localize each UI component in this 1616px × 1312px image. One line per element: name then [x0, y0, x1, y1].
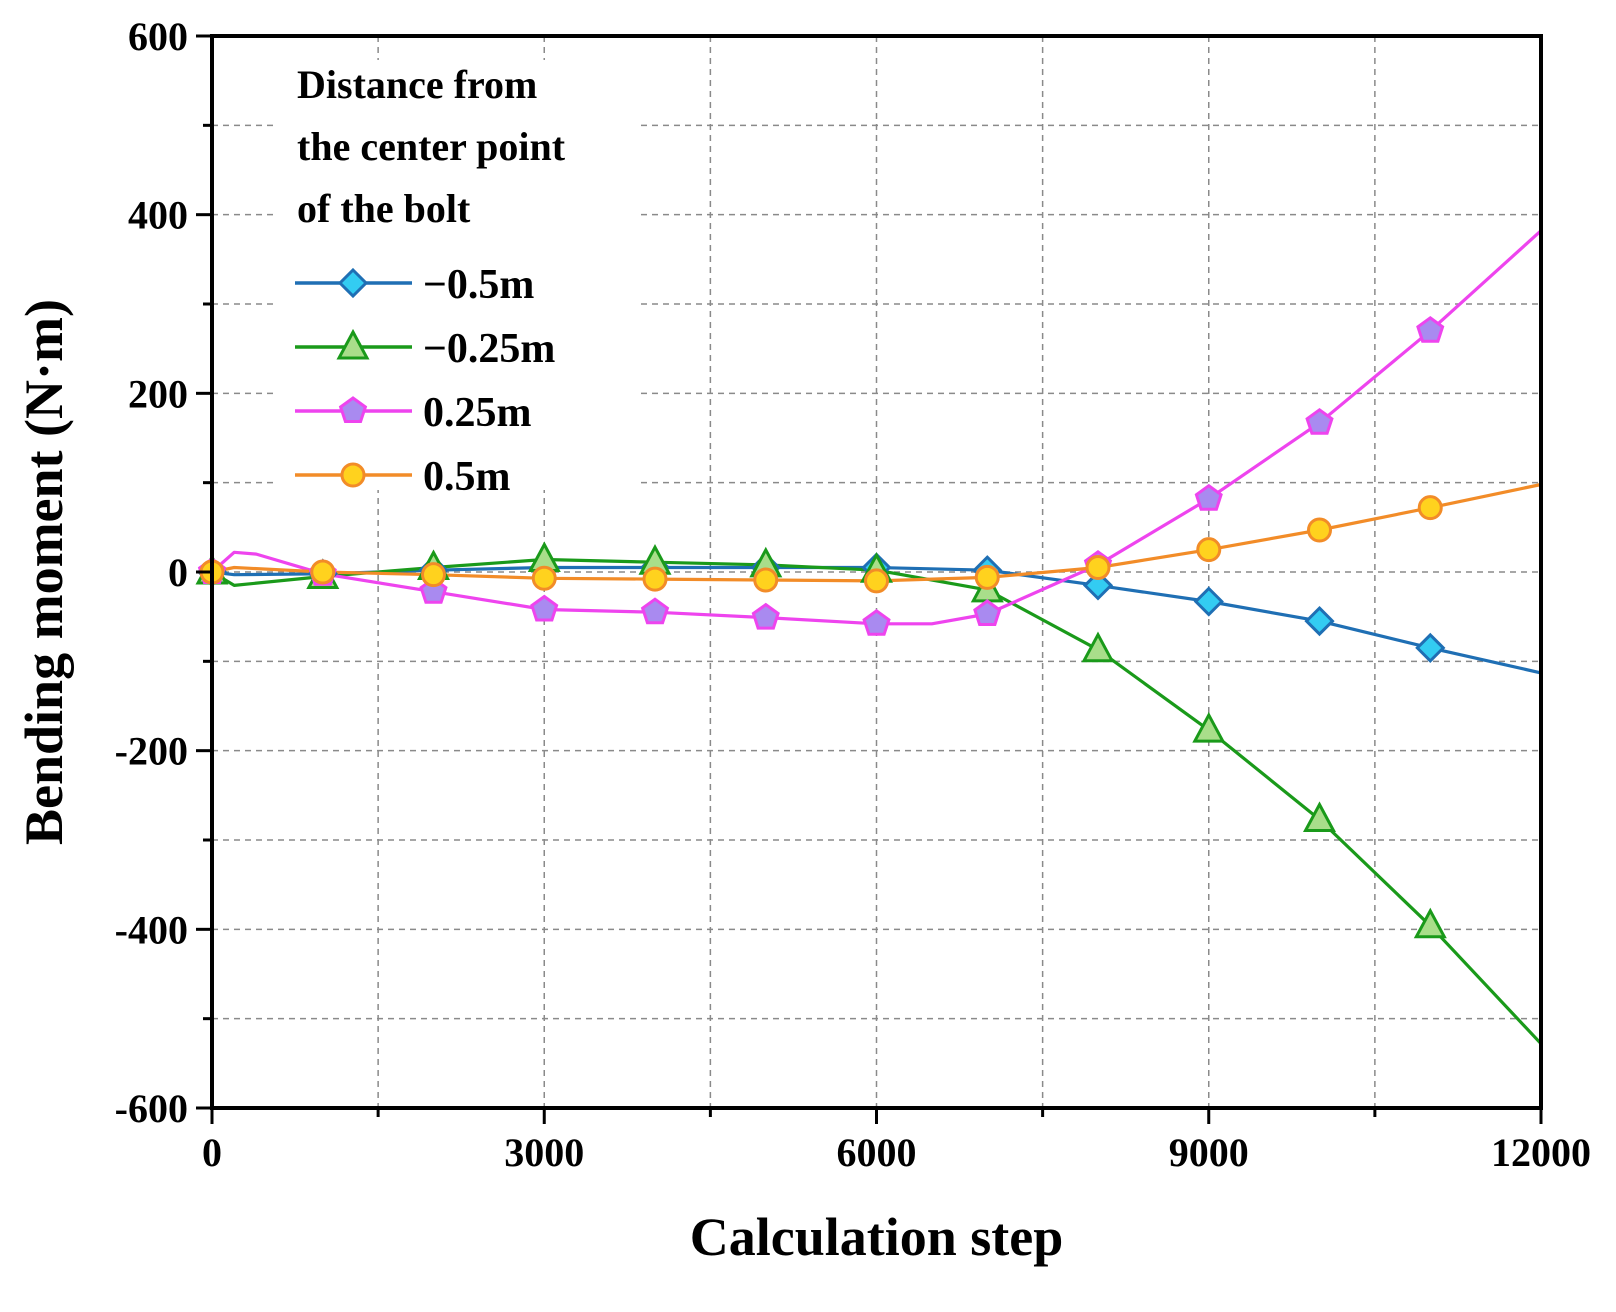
y-tick-label: -600 — [115, 1086, 188, 1131]
y-tick-label: 600 — [128, 14, 188, 59]
legend-entry-label: −0.5m — [423, 262, 534, 308]
x-tick-label: 12000 — [1491, 1130, 1591, 1175]
data-point-1 — [1302, 801, 1337, 832]
data-point-0 — [1304, 605, 1335, 637]
legend-entry-label: 0.5m — [423, 454, 511, 500]
series-line-2 — [210, 229, 1543, 626]
data-point-2 — [1305, 407, 1334, 435]
plot-lines — [210, 229, 1543, 1045]
data-point-2 — [862, 608, 891, 636]
legend-title-line: of the bolt — [297, 186, 471, 231]
plot-markers — [195, 315, 1447, 939]
legend-entry-label: 0.25m — [423, 390, 532, 436]
y-tick-label: 0 — [168, 550, 188, 595]
data-point-2 — [751, 602, 780, 630]
legend-background — [278, 60, 638, 490]
legend-swatch-marker — [336, 328, 370, 360]
data-point-2 — [640, 597, 670, 625]
y-tick-label: -200 — [115, 729, 188, 774]
legend-swatch-marker — [340, 462, 366, 488]
data-point-2 — [530, 594, 559, 622]
data-point-0 — [1082, 570, 1114, 601]
data-point-0 — [1193, 586, 1224, 617]
data-point-3 — [974, 564, 1000, 590]
tick-labels: 0 3000 6000 9000 12000 600 400 200 0 -200 -400 -600 — [115, 14, 1591, 1175]
legend-swatch-marker — [338, 396, 368, 423]
data-point-3 — [642, 566, 668, 592]
data-point-3 — [753, 567, 779, 593]
data-point-3 — [1417, 495, 1443, 521]
legend-entry-label: −0.25m — [423, 326, 555, 372]
legend-swatch-marker — [337, 267, 369, 299]
data-point-3 — [310, 559, 336, 585]
data-point-3 — [864, 568, 889, 594]
x-axis-label: Calculation step — [690, 1207, 1064, 1267]
legend-title-line: the center point — [297, 124, 566, 169]
data-point-1 — [1192, 711, 1226, 743]
y-tick-label: 200 — [128, 371, 188, 416]
data-point-0 — [1415, 632, 1446, 664]
data-point-3 — [421, 562, 446, 588]
y-tick-label: -400 — [115, 907, 188, 952]
x-tick-label: 9000 — [1169, 1130, 1249, 1175]
x-tick-label: 0 — [202, 1130, 222, 1175]
data-point-3 — [1307, 517, 1332, 543]
data-point-1 — [1081, 631, 1115, 663]
data-point-3 — [531, 565, 557, 591]
y-tick-label: 400 — [128, 193, 188, 238]
data-point-2 — [1194, 483, 1223, 511]
data-point-2 — [1416, 315, 1445, 343]
data-point-2 — [973, 599, 1002, 626]
data-point-3 — [1196, 537, 1222, 563]
series-line-3 — [211, 482, 1542, 583]
x-tick-label: 6000 — [837, 1130, 917, 1175]
series-line-1 — [211, 557, 1543, 1045]
legend: Distance from the center point of the bo… — [278, 60, 638, 500]
x-tick-label: 3000 — [504, 1130, 584, 1175]
data-point-3 — [1085, 555, 1111, 581]
legend-title-line: Distance from — [297, 62, 537, 107]
legend-entries: −0.5m −0.25m 0.25m 0.5m — [295, 262, 555, 500]
data-point-1 — [1413, 907, 1447, 939]
y-axis-label: Bending moment (N·m) — [14, 299, 74, 845]
axis-ticks — [196, 34, 1543, 1124]
